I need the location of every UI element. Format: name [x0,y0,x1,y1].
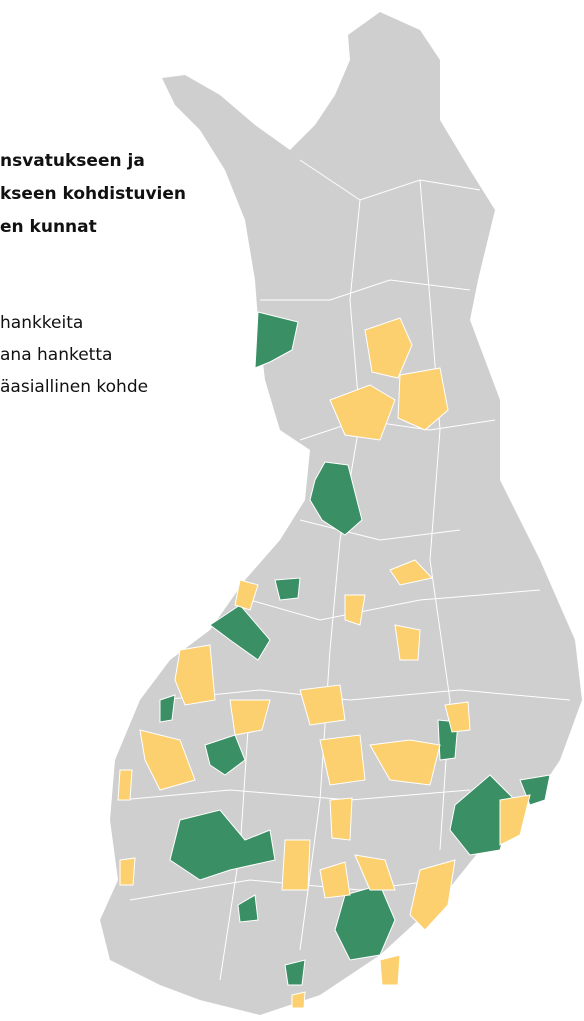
legend-label: ana hanketta [0,345,112,365]
region [120,858,135,885]
region [282,840,310,890]
region [285,960,305,985]
page: nsvatukseen ja kseen kohdistuvien en kun… [0,0,584,1021]
title-line: en kunnat [0,217,97,237]
legend-label: äasiallinen kohde [0,377,148,397]
region [380,955,400,985]
title-line: kseen kohdistuvien [0,184,186,204]
region [175,645,215,705]
region [292,992,305,1008]
region [395,625,420,660]
legend-label: hankkeita [0,313,83,333]
map: nsvatukseen ja kseen kohdistuvien en kun… [0,0,584,1021]
region [118,770,132,800]
region [500,795,530,845]
region [330,798,352,840]
region [275,578,300,600]
title-line: nsvatukseen ja [0,151,145,171]
